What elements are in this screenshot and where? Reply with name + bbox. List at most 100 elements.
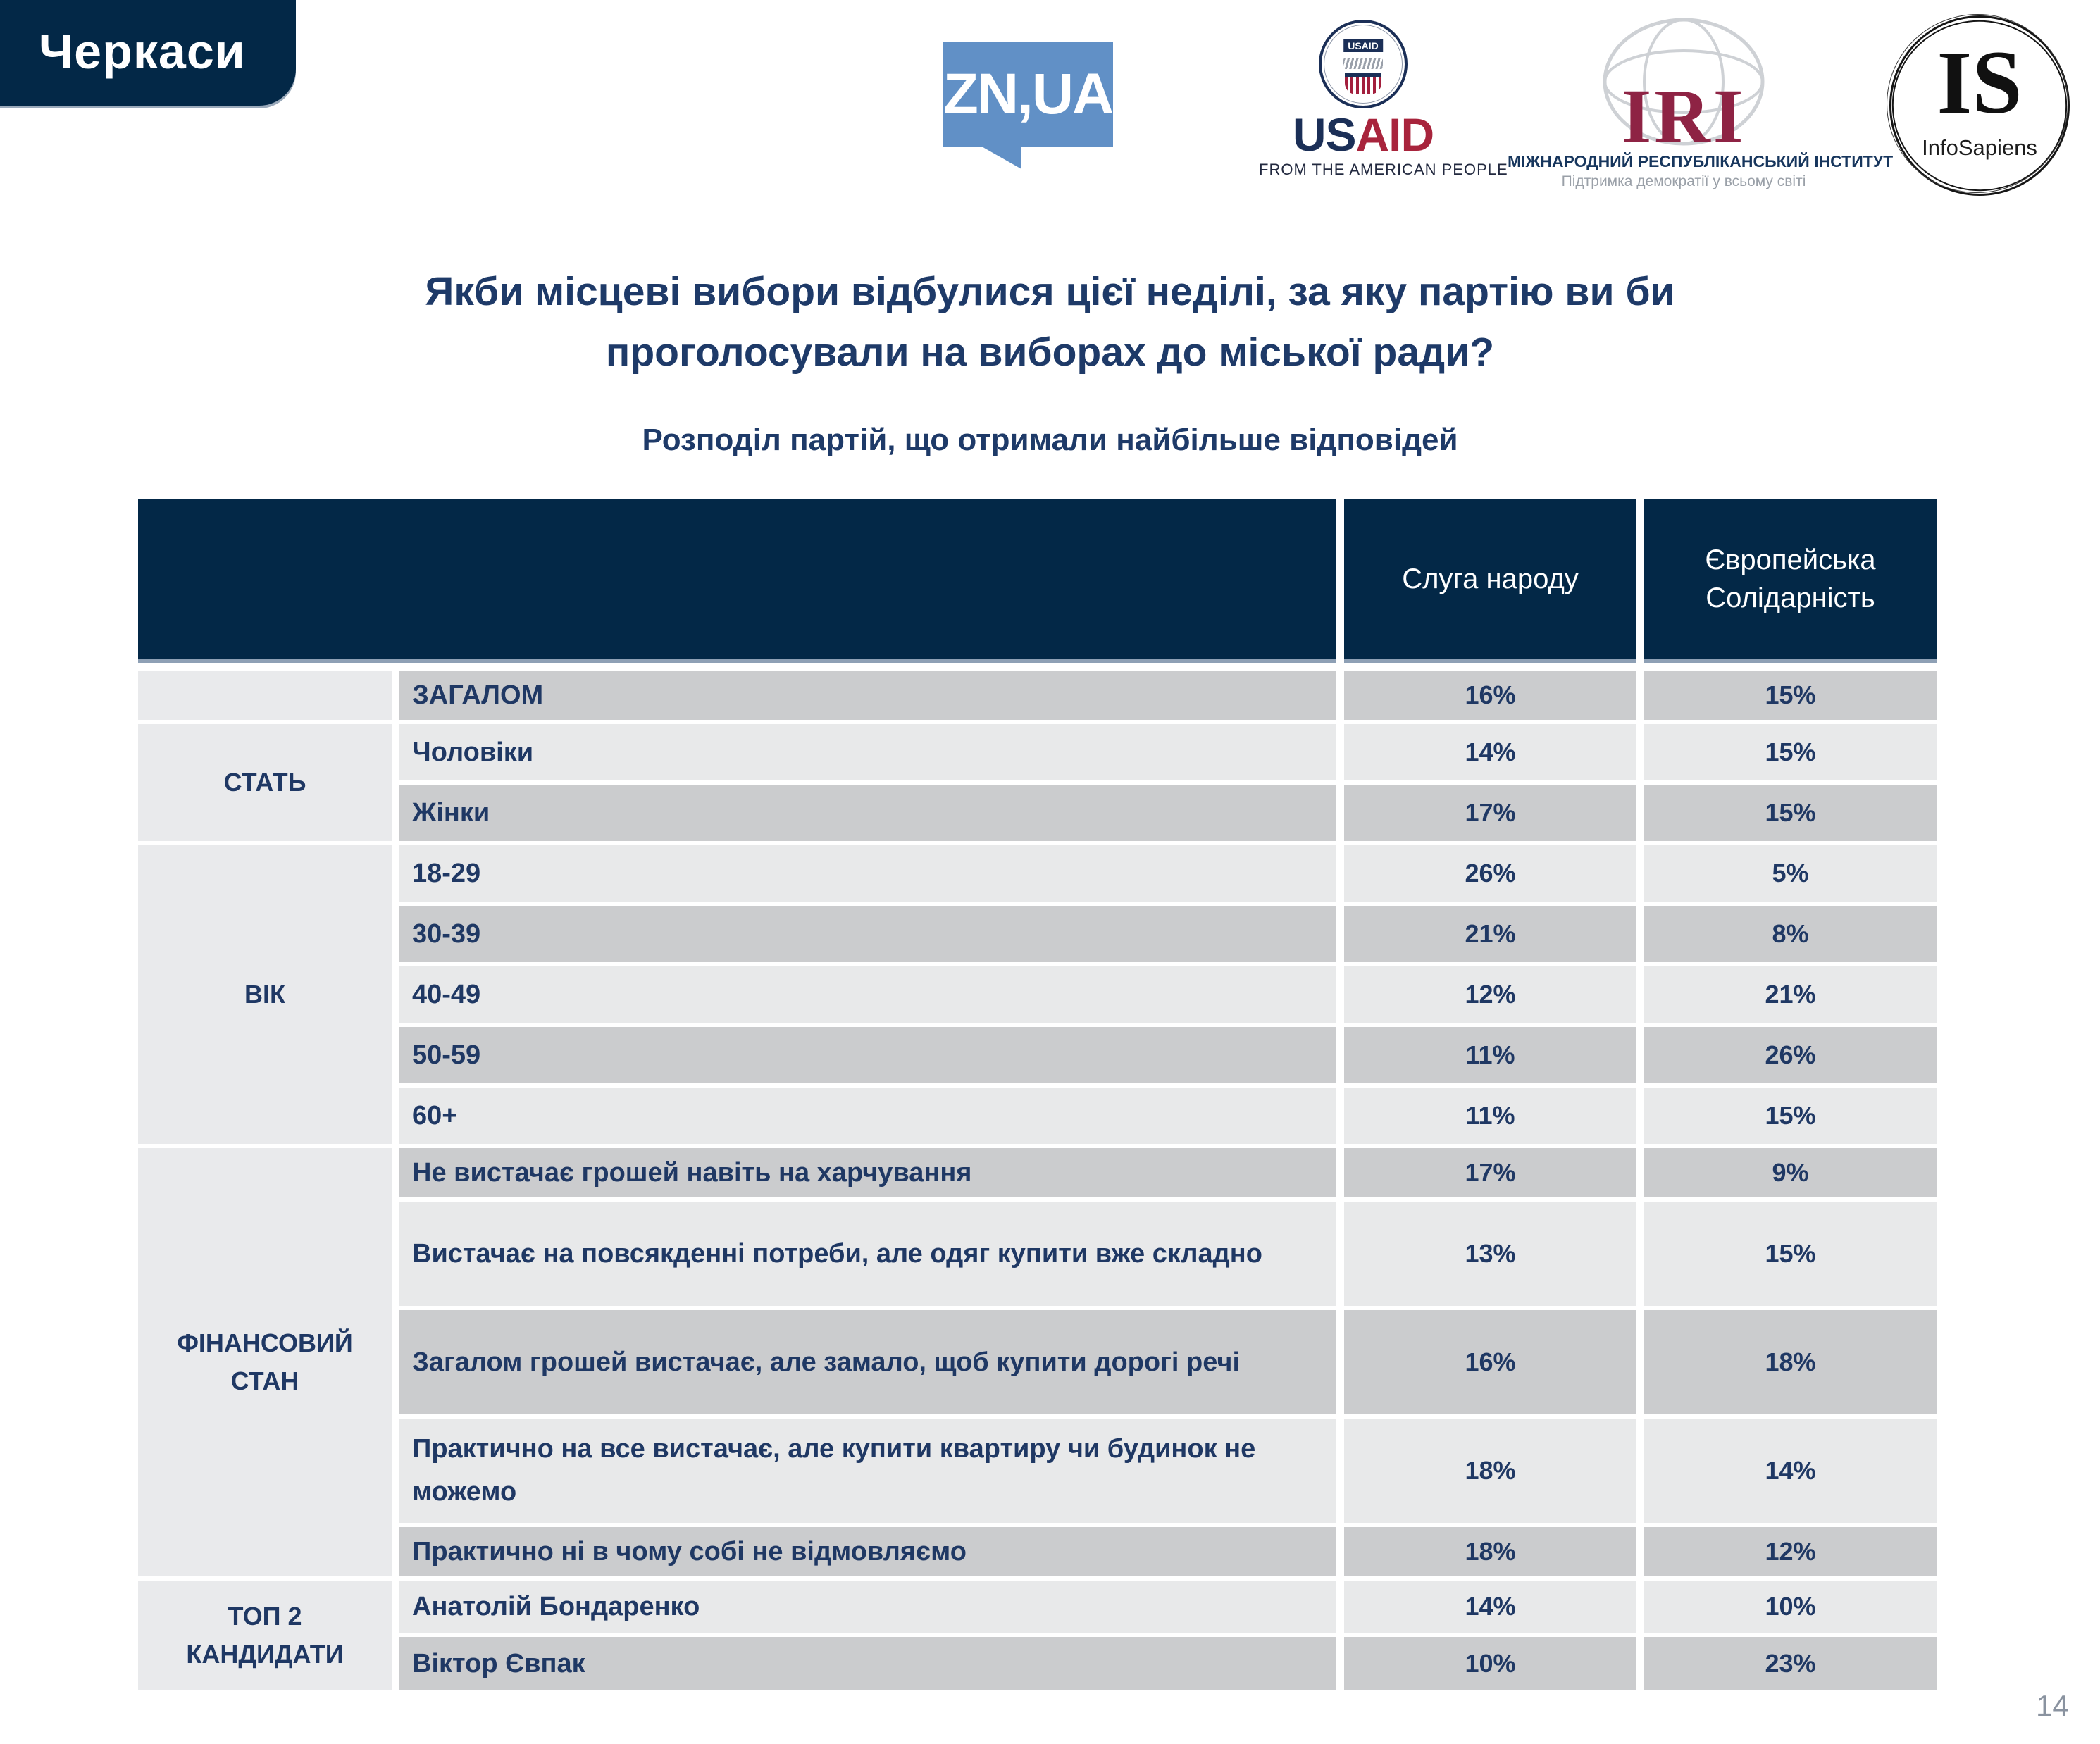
question-title-line-2: проголосували на виборах до міської ради… [605, 329, 1495, 375]
value-cell: 14% [1344, 1581, 1636, 1633]
header-blank-cell [138, 499, 1336, 659]
logo-usaid: USAID USAID FROM THE AMERICAN PEOPLE [1259, 20, 1508, 179]
category-cell-vik: ВІК [138, 845, 392, 1144]
row-label: ЗАГАЛОМ [399, 671, 1336, 720]
value-cell: 23% [1644, 1637, 1937, 1690]
table-row: 30-39 21% 8% [138, 906, 1937, 962]
logo-infosapiens: IS InfoSapiens [1875, 2, 2080, 205]
city-badge: Черкаси [0, 0, 296, 106]
category-cell-empty [138, 671, 392, 720]
table-row-zagalom: ЗАГАЛОМ 16% 15% [138, 671, 1937, 720]
header-spacer [138, 664, 1937, 666]
value-cell: 17% [1344, 1148, 1636, 1197]
usaid-wordmark-us: US [1292, 108, 1357, 161]
usaid-wordmark: USAID [1259, 111, 1467, 158]
usaid-handshake-icon [1343, 58, 1383, 69]
usaid-seal-banner: USAID [1343, 39, 1383, 52]
value-cell: 26% [1644, 1027, 1937, 1083]
value-cell: 5% [1644, 845, 1937, 902]
question-title: Якби місцеві вибори відбулися цієї неділ… [0, 262, 2100, 382]
row-label: Не вистачає грошей навіть на харчування [399, 1148, 1336, 1197]
table-row: ТОП 2 КАНДИДАТИ Анатолій Бондаренко 14% … [138, 1581, 1937, 1690]
column-header-yevropeiska-solidarnist: Європейська Солідарність [1644, 499, 1937, 659]
infosapiens-name: InfoSapiens [1922, 135, 2037, 160]
table-row: ФІНАНСОВИЙ СТАН Не вистачає грошей навіт… [138, 1148, 1937, 1576]
category-cell-top2-kandydaty: ТОП 2 КАНДИДАТИ [138, 1581, 392, 1690]
value-cell: 12% [1644, 1527, 1937, 1576]
row-label: Вистачає на повсякденні потреби, але одя… [399, 1202, 1336, 1306]
usaid-wordmark-aid: AID [1355, 108, 1435, 161]
infosapiens-ring-icon [1889, 15, 2070, 196]
row-label: Анатолій Бондаренко [399, 1581, 1336, 1633]
row-label: 50-59 [399, 1027, 1336, 1083]
table-row: Загалом грошей вистачає, але замало, щоб… [138, 1310, 1937, 1414]
value-cell: 18% [1344, 1419, 1636, 1523]
value-cell: 11% [1344, 1088, 1636, 1144]
value-cell: 16% [1344, 1310, 1636, 1414]
table-header-row: Слуга народу Європейська Солідарність [138, 499, 1937, 659]
znua-bubble: ZN,UA [943, 42, 1114, 147]
value-cell: 13% [1344, 1202, 1636, 1306]
logo-iri: IRI МІЖНАРОДНИЙ РЕСПУБЛІКАНСЬКИЙ ІНСТИТУ… [1508, 14, 1894, 190]
page-number: 14 [2036, 1689, 2069, 1722]
iri-tagline: Підтримка демократії у всьому світі [1561, 173, 1806, 189]
row-label: Чоловіки [399, 724, 1336, 780]
znua-bubble-tail-icon [979, 145, 1021, 169]
row-label: 18-29 [399, 845, 1336, 902]
value-cell: 9% [1644, 1148, 1937, 1197]
value-cell: 10% [1644, 1581, 1937, 1633]
value-cell: 15% [1644, 671, 1937, 720]
infosapiens-abbr: IS [1937, 32, 2023, 132]
value-cell: 21% [1644, 966, 1937, 1023]
value-cell: 15% [1644, 1088, 1937, 1144]
iri-name: МІЖНАРОДНИЙ РЕСПУБЛІКАНСЬКИЙ ІНСТИТУТ [1508, 152, 1894, 170]
value-cell: 15% [1644, 785, 1937, 841]
value-cell: 26% [1344, 845, 1636, 902]
category-cell-stat: СТАТЬ [138, 724, 392, 841]
value-cell: 8% [1644, 906, 1937, 962]
value-cell: 18% [1644, 1310, 1937, 1414]
iri-globe-icon [1603, 18, 1765, 146]
usaid-seal-icon: USAID [1319, 20, 1408, 108]
row-label: Віктор Євпак [399, 1637, 1336, 1690]
city-label: Черкаси [39, 24, 246, 79]
value-cell: 10% [1344, 1637, 1636, 1690]
value-cell: 15% [1644, 724, 1937, 780]
row-label: 30-39 [399, 906, 1336, 962]
results-table-wrapper: Слуга народу Європейська Солідарність ЗА… [130, 494, 1944, 1695]
table-row: ВІК 18-29 26% 5% [138, 845, 1937, 1144]
question-subtitle: Розподіл партій, що отримали найбільше в… [642, 423, 1458, 457]
iri-abbr: IRI [1621, 73, 1746, 159]
value-cell: 17% [1344, 785, 1636, 841]
row-label: 60+ [399, 1088, 1336, 1144]
row-label: Практично на все вистачає, але купити кв… [399, 1419, 1336, 1523]
table-row: 50-59 11% 26% [138, 1027, 1937, 1083]
results-table: Слуга народу Європейська Солідарність ЗА… [130, 494, 1944, 1695]
table-row: Жінки 17% 15% [138, 785, 1937, 841]
row-label: 40-49 [399, 966, 1336, 1023]
znua-label: ZN,UA [943, 62, 1114, 126]
value-cell: 16% [1344, 671, 1636, 720]
table-row: Практично на все вистачає, але купити кв… [138, 1419, 1937, 1523]
row-label: Загалом грошей вистачає, але замало, щоб… [399, 1310, 1336, 1414]
usaid-shield-icon [1345, 73, 1381, 94]
question-title-line-1: Якби місцеві вибори відбулися цієї неділ… [425, 269, 1675, 314]
category-cell-finansovyi-stan: ФІНАНСОВИЙ СТАН [138, 1148, 392, 1576]
table-row: 60+ 11% 15% [138, 1088, 1937, 1144]
table-row: 40-49 12% 21% [138, 966, 1937, 1023]
value-cell: 14% [1344, 724, 1636, 780]
column-header-sluga-narodu: Слуга народу [1344, 499, 1636, 659]
value-cell: 15% [1644, 1202, 1937, 1306]
value-cell: 18% [1344, 1527, 1636, 1576]
value-cell: 11% [1344, 1027, 1636, 1083]
table-row: Практично ні в чому собі не відмовляємо … [138, 1527, 1937, 1576]
row-label: Жінки [399, 785, 1336, 841]
usaid-tagline: FROM THE AMERICAN PEOPLE [1259, 161, 1508, 178]
logo-znua: ZN,UA [943, 42, 1114, 169]
value-cell: 12% [1344, 966, 1636, 1023]
table-row: Віктор Євпак 10% 23% [138, 1637, 1937, 1690]
table-row: СТАТЬ Чоловіки 14% 15% [138, 724, 1937, 841]
value-cell: 21% [1344, 906, 1636, 962]
table-row: Вистачає на повсякденні потреби, але одя… [138, 1202, 1937, 1306]
